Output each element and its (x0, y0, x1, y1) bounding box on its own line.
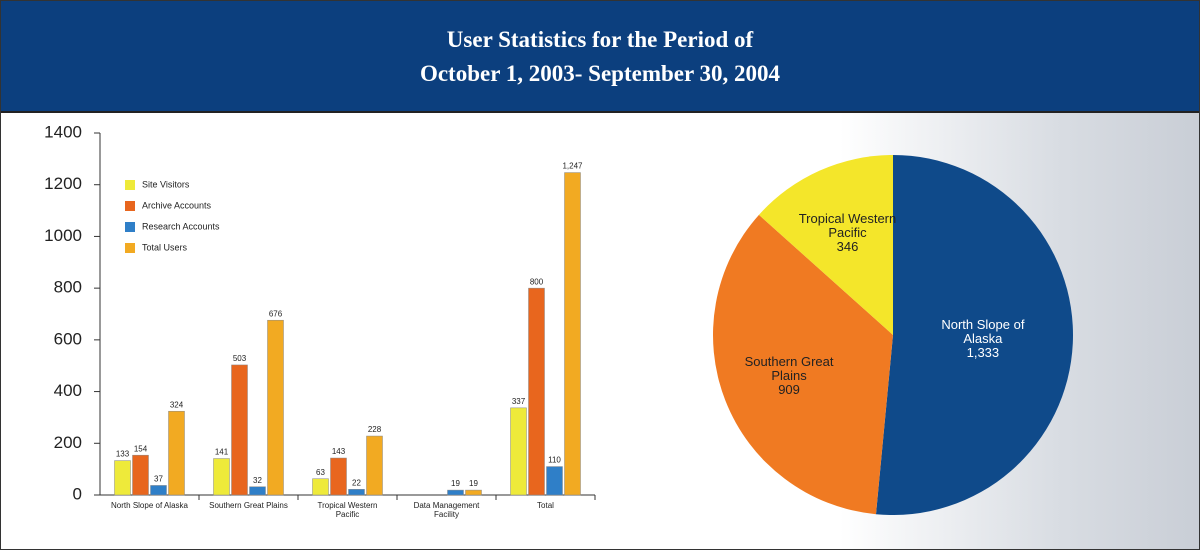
value-label: 63 (316, 468, 325, 477)
y-tick-label: 800 (54, 278, 82, 297)
header: User Statistics for the Period of Octobe… (1, 1, 1199, 113)
bar (366, 435, 383, 496)
value-label: 32 (253, 476, 262, 485)
bar (150, 485, 167, 496)
value-label: 1,247 (562, 162, 583, 171)
value-label: 141 (215, 448, 229, 457)
value-label: 19 (469, 479, 478, 488)
y-tick-label: 400 (54, 381, 82, 400)
y-tick-label: 1400 (44, 122, 82, 141)
y-tick-label: 200 (54, 433, 82, 452)
legend-swatch (125, 222, 135, 232)
legend-label: Research Accounts (142, 221, 220, 231)
value-label: 154 (134, 444, 148, 453)
x-tick-label: Data Management Facility (413, 501, 480, 519)
bar (465, 489, 482, 496)
y-tick-label: 1000 (44, 226, 82, 245)
pie-slice (875, 155, 1073, 515)
pie-label-name: North Slope of Alaska (941, 317, 1025, 347)
bar (231, 364, 248, 496)
bar (564, 172, 581, 496)
value-label: 133 (116, 450, 130, 459)
pie-label-name: Tropical Western Pacific (798, 211, 897, 241)
bar (330, 457, 347, 496)
legend-label: Total Users (142, 242, 188, 252)
legend-swatch (125, 180, 135, 190)
bar (348, 489, 365, 496)
value-label: 19 (451, 479, 460, 488)
bar (447, 489, 464, 496)
y-tick-label: 1200 (44, 174, 82, 193)
bar (213, 458, 230, 496)
legend-swatch (125, 243, 135, 253)
bar (132, 454, 149, 496)
bar (249, 486, 266, 496)
legend-label: Archive Accounts (142, 200, 212, 210)
bar (312, 478, 329, 496)
x-tick-label: Total (537, 501, 554, 510)
value-label: 676 (269, 309, 283, 318)
value-label: 800 (530, 277, 544, 286)
x-tick-label: North Slope of Alaska (111, 501, 188, 510)
value-label: 110 (548, 456, 561, 465)
value-label: 22 (352, 478, 361, 487)
bar (114, 460, 131, 496)
header-title: User Statistics for the Period of (446, 27, 754, 52)
header-title: October 1, 2003- September 30, 2004 (419, 61, 781, 86)
value-label: 324 (170, 400, 184, 409)
value-label: 337 (512, 397, 526, 406)
legend-label: Site Visitors (142, 179, 190, 189)
y-tick-label: 0 (73, 484, 82, 503)
pie-label-value: 1,333 (966, 345, 1000, 361)
value-label: 143 (332, 447, 346, 456)
x-tick-label: Southern Great Plains (209, 501, 288, 510)
value-label: 503 (233, 354, 247, 363)
pie-label-name: Southern Great Plains (744, 353, 834, 383)
pie-slice (758, 155, 893, 335)
pie-label: Southern Great Plains 909 (734, 353, 844, 397)
value-label: 228 (368, 425, 382, 434)
pie-label-value: 909 (778, 381, 800, 397)
bar (510, 407, 527, 496)
pie-label: North Slope of Alaska 1,333 (928, 318, 1038, 360)
bar (267, 319, 284, 496)
y-tick-label: 600 (54, 329, 82, 348)
legend-swatch (125, 201, 135, 211)
pie-label-value: 346 (836, 239, 859, 255)
x-tick-label: Tropical Western Pacific (317, 501, 378, 519)
bar (546, 466, 563, 496)
bar (168, 410, 185, 496)
value-label: 37 (154, 475, 163, 484)
pie-slice (713, 214, 893, 515)
bar (528, 287, 545, 496)
pie-label: Tropical Western Pacific 346 (792, 212, 902, 254)
